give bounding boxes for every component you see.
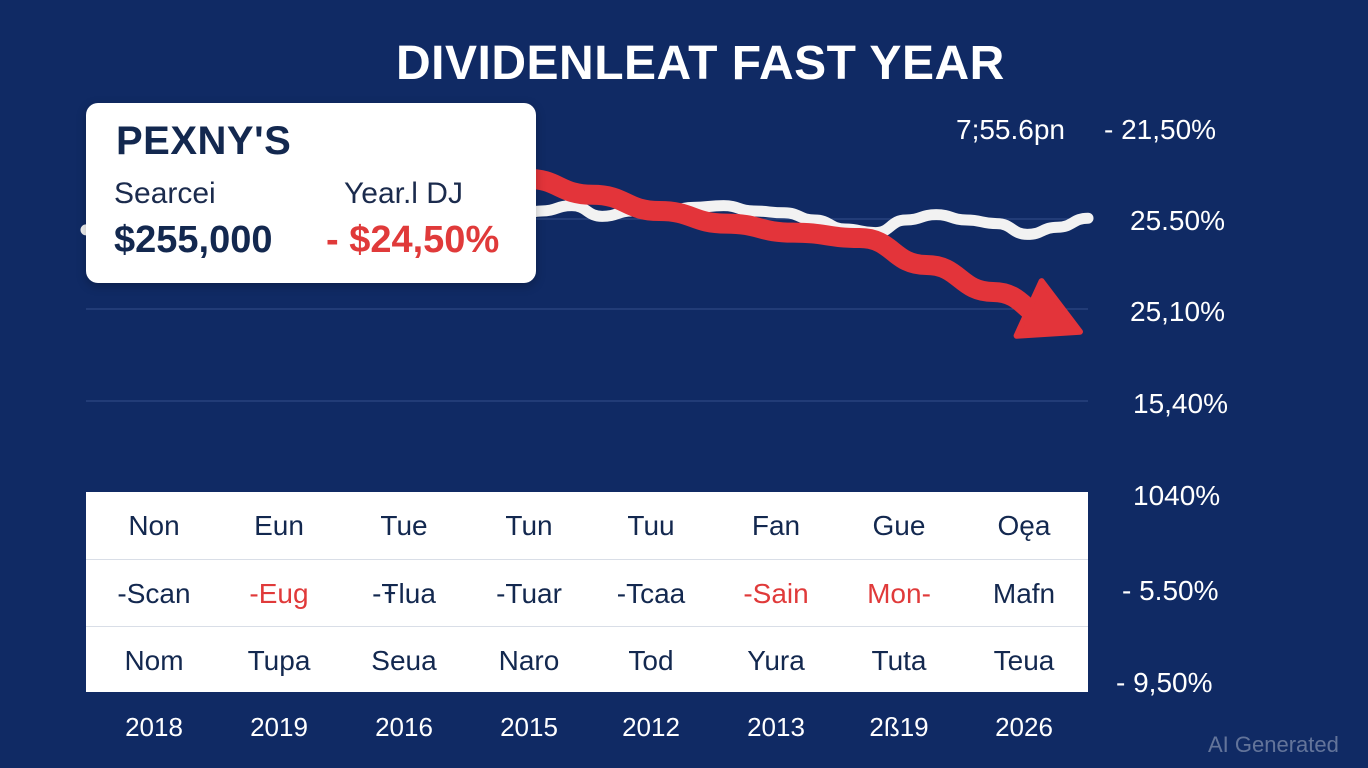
table-cell: Seua <box>371 645 437 676</box>
table-cell: Non <box>128 510 180 541</box>
year-label: 2018 <box>125 712 183 742</box>
top-value-label: 7;55.6pn <box>956 114 1065 145</box>
table-cell: Eun <box>254 510 304 541</box>
year-label: 2015 <box>500 712 558 742</box>
data-table: Non Eun Tue Tun Tuu Fan Gue Oęa -Scan -E… <box>86 492 1088 692</box>
year-label: 2013 <box>747 712 805 742</box>
table-cell: Fan <box>751 510 801 541</box>
table-cell: Tuu <box>627 510 675 541</box>
card-label-right: Year.l DJ <box>344 177 463 210</box>
table-cell: -Eug <box>249 578 309 609</box>
info-card: PEXNY'S Searcei Year.l DJ $255,000 - $24… <box>86 103 536 283</box>
y-tick-label: 25,10% <box>1130 296 1225 327</box>
table-row: Nom Tupa Seua Naro Tod Yura Tuta Teua <box>86 626 1088 693</box>
arrow-head-icon <box>1013 278 1084 339</box>
watermark: AI Generated <box>1208 732 1339 757</box>
year-label: 2026 <box>995 712 1053 742</box>
table-cell: -Sain <box>743 578 809 609</box>
card-title: PEXNY'S <box>116 119 292 163</box>
table-cell: Oęa <box>997 510 1051 541</box>
year-label: 2019 <box>250 712 308 742</box>
table-cell: Teua <box>993 645 1055 676</box>
table-cell: Tuta <box>871 645 927 676</box>
table-cell: Naro <box>498 645 560 676</box>
y-tick-label: - 9,50% <box>1116 667 1213 698</box>
table-cell: -Ŧlua <box>372 578 436 609</box>
y-tick-label: 1040% <box>1133 480 1221 511</box>
chart-title: DIVIDENLEAT FAST YEAR <box>396 37 1005 90</box>
y-tick-label: - 21,50% <box>1104 114 1217 145</box>
table-cell: Tue <box>380 510 428 541</box>
table-row: Non Eun Tue Tun Tuu Fan Gue Oęa <box>86 492 1088 558</box>
card-label-left: Searcei <box>114 177 216 210</box>
table-cell: -Tcaa <box>616 578 686 609</box>
year-axis: 2018 2019 2016 2015 2012 2013 2ß19 2026 <box>86 712 1088 752</box>
card-value-right: - $24,50% <box>326 219 500 261</box>
y-tick-label: 15,40% <box>1133 388 1228 419</box>
table-row: -Scan -Eug -Ŧlua -Tuar -Tcaa -Sain Mon- … <box>86 559 1088 626</box>
y-tick-label: 25.50% <box>1130 205 1225 236</box>
table-cell: Mon- <box>867 578 931 609</box>
y-tick-label: - 5.50% <box>1122 575 1219 606</box>
table-cell: Tod <box>628 645 674 676</box>
year-label: 2012 <box>622 712 680 742</box>
table-cell: Nom <box>124 645 184 676</box>
year-label: 2016 <box>375 712 433 742</box>
table-cell: Tun <box>505 510 553 541</box>
table-cell: -Tuar <box>496 578 562 609</box>
table-cell: Yura <box>747 645 805 676</box>
table-cell: Mafn <box>992 578 1056 609</box>
table-cell: -Scan <box>117 578 191 609</box>
card-value-left: $255,000 <box>114 219 273 261</box>
table-cell: Tupa <box>247 645 311 676</box>
year-label: 2ß19 <box>869 712 929 742</box>
table-cell: Gue <box>872 510 926 541</box>
